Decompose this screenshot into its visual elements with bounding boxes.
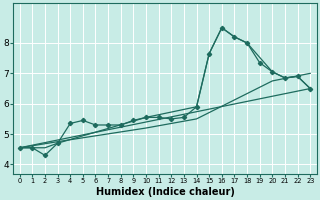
- X-axis label: Humidex (Indice chaleur): Humidex (Indice chaleur): [96, 187, 234, 197]
